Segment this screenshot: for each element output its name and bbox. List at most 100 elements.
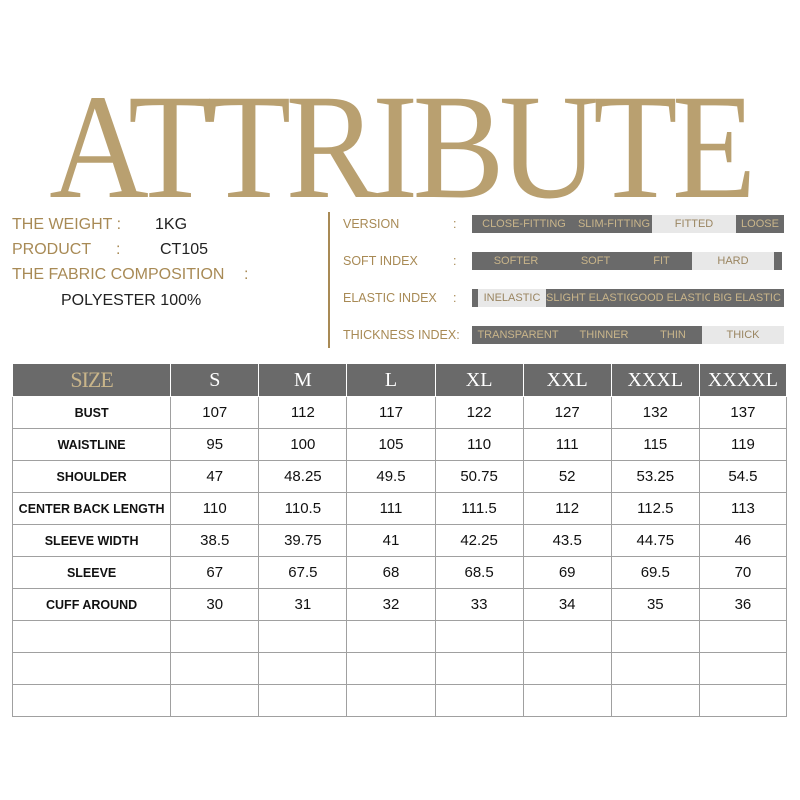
empty-cell (11, 620, 172, 653)
table-row: SLEEVE 67 67.5 68 68.5 69 69.5 70 (11, 556, 788, 589)
attr-seg-selected: HARD (692, 252, 774, 270)
empty-cell (346, 652, 436, 685)
product-value: CT105 (160, 241, 209, 258)
table-cell: 70 (698, 556, 788, 589)
empty-cell (170, 652, 260, 685)
attr-seg: LOOSE (736, 215, 784, 233)
table-cell: 111.5 (434, 492, 524, 525)
fabric-label: THE FABRIC COMPOSITION (12, 266, 225, 283)
table-cell: 44.75 (610, 524, 700, 557)
empty-cell (258, 684, 348, 717)
attr-seg: FIT (631, 252, 692, 270)
size-table-header: SIZE S M L XL XXL XXXL XXXXL (11, 363, 788, 397)
empty-cell (522, 652, 612, 685)
weight-label: THE WEIGHT : (12, 216, 122, 233)
table-cell: 42.25 (434, 524, 524, 557)
table-cell: 54.5 (698, 460, 788, 493)
fabric-value: POLYESTER 100% (61, 292, 202, 309)
row-label: SLEEVE (11, 556, 172, 589)
empty-cell (698, 684, 788, 717)
empty-cell (11, 652, 172, 685)
table-cell: 35 (610, 588, 700, 621)
table-cell: 69.5 (610, 556, 700, 589)
table-cell: 100 (258, 428, 348, 461)
table-cell: 34 (522, 588, 612, 621)
table-cell: 110 (434, 428, 524, 461)
table-cell: 110 (170, 492, 260, 525)
table-cell: 105 (346, 428, 436, 461)
table-cell: 112 (522, 492, 612, 525)
table-cell: 41 (346, 524, 436, 557)
table-cell: 67.5 (258, 556, 348, 589)
size-header-cell: XXXL (610, 363, 700, 397)
table-cell: 132 (610, 396, 700, 429)
table-cell: 48.25 (258, 460, 348, 493)
table-row: WAISTLINE 95 100 105 110 111 115 119 (11, 428, 788, 461)
empty-cell (434, 684, 524, 717)
table-row: BUST 107 112 117 122 127 132 137 (11, 396, 788, 429)
attr-seg: BIG ELASTIC (710, 289, 784, 307)
attr-seg: SLIGHT ELASTIC (546, 289, 630, 307)
attr-seg-selected: THICK (702, 326, 784, 344)
row-label: SHOULDER (11, 460, 172, 493)
table-cell: 50.75 (434, 460, 524, 493)
attr-bar-soft: SOFTER SOFT FIT HARD (472, 252, 782, 270)
attr-seg: SLIM-FITTING (576, 215, 652, 233)
table-cell: 137 (698, 396, 788, 429)
table-cell: 67 (170, 556, 260, 589)
table-cell: 119 (698, 428, 788, 461)
table-cell: 69 (522, 556, 612, 589)
empty-row (11, 684, 788, 717)
attr-colon-elastic: : (453, 291, 457, 305)
attr-seg: THIN (644, 326, 702, 344)
table-cell: 30 (170, 588, 260, 621)
attr-seg-selected: FITTED (652, 215, 736, 233)
attr-label-thickness: THICKNESS INDEX: (343, 328, 460, 342)
attr-label-elastic: ELASTIC INDEX (343, 291, 437, 305)
table-cell: 36 (698, 588, 788, 621)
empty-cell (170, 684, 260, 717)
table-cell: 127 (522, 396, 612, 429)
attr-label-version: VERSION (343, 217, 400, 231)
table-cell: 49.5 (346, 460, 436, 493)
table-row: SHOULDER 47 48.25 49.5 50.75 52 53.25 54.5 (11, 460, 788, 493)
weight-value: 1KG (155, 216, 188, 233)
attr-colon-version: : (453, 217, 457, 231)
empty-cell (522, 684, 612, 717)
table-cell: 111 (346, 492, 436, 525)
table-cell: 39.75 (258, 524, 348, 557)
empty-cell (346, 620, 436, 653)
table-cell: 112.5 (610, 492, 700, 525)
attr-seg-selected: INELASTIC (478, 289, 546, 307)
empty-cell (610, 652, 700, 685)
size-header-cell: SIZE (11, 363, 172, 397)
table-row: SLEEVE WIDTH 38.5 39.75 41 42.25 43.5 44.75 46 (11, 524, 788, 557)
empty-cell (610, 684, 700, 717)
table-cell: 52 (522, 460, 612, 493)
empty-cell (610, 620, 700, 653)
product-colon: : (116, 241, 121, 258)
attr-seg: SOFT (560, 252, 631, 270)
table-cell: 112 (258, 396, 348, 429)
table-row: CUFF AROUND 30 31 32 33 34 35 36 (11, 588, 788, 621)
divider-line (328, 212, 330, 348)
table-cell: 95 (170, 428, 260, 461)
table-row: CENTER BACK LENGTH 110 110.5 111 111.5 112 112… (11, 492, 788, 525)
size-header-cell: S (170, 363, 260, 397)
attr-seg: CLOSE-FITTING (472, 215, 576, 233)
empty-row (11, 652, 788, 685)
empty-cell (258, 620, 348, 653)
table-cell: 32 (346, 588, 436, 621)
empty-cell (346, 684, 436, 717)
table-cell: 47 (170, 460, 260, 493)
empty-cell (170, 620, 260, 653)
product-label: PRODUCT (12, 241, 92, 258)
attr-bar-version: CLOSE-FITTING SLIM-FITTING FITTED LOOSE (472, 215, 784, 233)
table-cell: 122 (434, 396, 524, 429)
attr-seg-start (472, 289, 478, 307)
table-cell: 107 (170, 396, 260, 429)
attr-bar-thickness: TRANSPARENT THINNER THIN THICK (472, 326, 784, 344)
table-cell: 68.5 (434, 556, 524, 589)
row-label: CENTER BACK LENGTH (11, 492, 172, 525)
size-header-cell: XXXXL (698, 363, 788, 397)
